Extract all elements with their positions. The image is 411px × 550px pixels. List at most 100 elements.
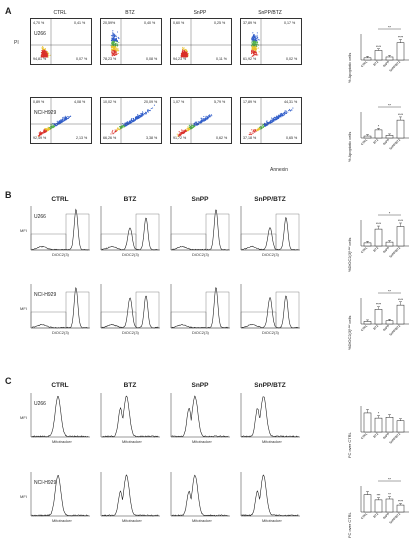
gate-low — [170, 311, 207, 329]
quadrant-percent-lr: 0,08 % — [146, 57, 158, 61]
x-axis-label: Mitotracker — [122, 518, 142, 523]
flow-event — [278, 115, 280, 117]
flow-event — [45, 131, 47, 133]
histogram-curve — [31, 475, 89, 517]
flow-event — [180, 133, 182, 135]
significance-bracket-label: ** — [388, 289, 391, 293]
flow-event — [269, 121, 271, 123]
flow-event — [271, 121, 273, 123]
flow-event — [42, 130, 45, 132]
y-axis-label: MFI — [20, 494, 27, 499]
flow-event — [253, 130, 255, 132]
flow-event — [182, 53, 185, 56]
flow-event — [62, 120, 64, 122]
flow-event — [39, 131, 41, 134]
flow-event — [180, 129, 183, 131]
flow-event — [46, 54, 48, 56]
flow-event — [112, 52, 114, 54]
flow-event — [125, 124, 127, 126]
flow-event — [250, 42, 252, 44]
flow-event — [46, 54, 48, 57]
flow-event — [113, 41, 115, 43]
flow-event — [208, 114, 210, 116]
category-tick-label: SnPP — [382, 60, 390, 68]
gate-high — [275, 291, 300, 329]
bar — [385, 320, 394, 325]
histogram-plot: DiOC2(3) MFI NCI-H929 — [20, 284, 90, 335]
flow-event — [114, 129, 116, 131]
histogram-curve — [101, 295, 159, 329]
flow-event — [178, 133, 180, 135]
flow-event — [255, 51, 257, 54]
flow-event — [256, 129, 258, 131]
flow-event — [251, 39, 254, 41]
flow-event — [115, 41, 117, 43]
flow-event — [251, 134, 253, 136]
flow-event — [117, 36, 119, 38]
flow-event — [178, 131, 180, 133]
flow-event — [44, 56, 46, 58]
bar-chart: CTRL * BTZ SnPP **** SnPP/BTZ ** — [357, 103, 411, 151]
flow-event — [186, 55, 188, 57]
gate-low — [100, 233, 137, 251]
flow-event — [58, 121, 60, 123]
quadrant-percent-ll: 37,18 % — [243, 136, 257, 140]
col-title-snpp-c: SnPP — [191, 382, 209, 389]
flow-event — [62, 117, 64, 119]
flow-event — [274, 119, 277, 121]
flow-event — [258, 127, 261, 129]
histogram-curve — [31, 395, 89, 438]
quadrant-percent-ll: 61,92 % — [243, 57, 257, 61]
flow-event — [42, 47, 44, 50]
flow-event — [256, 32, 258, 34]
flow-event — [64, 117, 66, 119]
flow-event — [113, 52, 115, 54]
flow-event — [282, 112, 284, 114]
flow-event — [186, 127, 188, 129]
flow-event — [181, 132, 183, 134]
flow-event — [44, 130, 46, 132]
flow-event — [115, 38, 117, 40]
flow-event — [251, 36, 253, 38]
flow-event — [113, 132, 115, 134]
flow-event — [111, 35, 114, 37]
cell-line-label: NCI-H929 — [34, 292, 57, 298]
flow-event — [140, 114, 142, 116]
bar-chart: CTRL *** BTZ ** SnPP **** SnPP/BTZ ** — [357, 477, 411, 525]
flow-event — [59, 122, 61, 124]
flow-event — [116, 49, 118, 51]
flow-event — [185, 130, 187, 132]
flow-event — [254, 47, 256, 49]
flow-event — [42, 48, 44, 50]
flow-event — [113, 49, 115, 51]
flow-event — [250, 51, 253, 53]
flow-event — [254, 54, 256, 56]
flow-event — [255, 37, 257, 40]
flow-event — [110, 35, 112, 37]
histogram-curve — [31, 208, 89, 251]
flow-event — [139, 114, 141, 116]
bar — [363, 57, 372, 61]
flow-event — [117, 128, 119, 130]
flow-event — [176, 133, 178, 135]
flow-event — [41, 55, 43, 57]
flow-event — [111, 49, 113, 51]
flow-event — [67, 116, 69, 118]
flow-event — [115, 130, 118, 132]
quadrant-percent-ur: 0,41 % — [74, 21, 86, 25]
bar — [374, 50, 383, 61]
bar — [385, 56, 394, 61]
flow-event — [251, 40, 253, 42]
flow-event — [252, 132, 254, 134]
col-title-ctrl-b: CTRL — [51, 196, 69, 203]
flow-event — [115, 36, 117, 38]
flow-event — [252, 45, 254, 47]
quadrant-percent-ll: 94,23 % — [173, 57, 187, 61]
flow-event — [276, 118, 278, 120]
flow-event — [189, 126, 191, 129]
flow-event — [149, 109, 151, 111]
flow-event — [194, 122, 196, 124]
flow-event — [114, 51, 116, 53]
flow-event — [262, 124, 265, 126]
cell-line-label: NCI-H929 — [34, 110, 57, 116]
